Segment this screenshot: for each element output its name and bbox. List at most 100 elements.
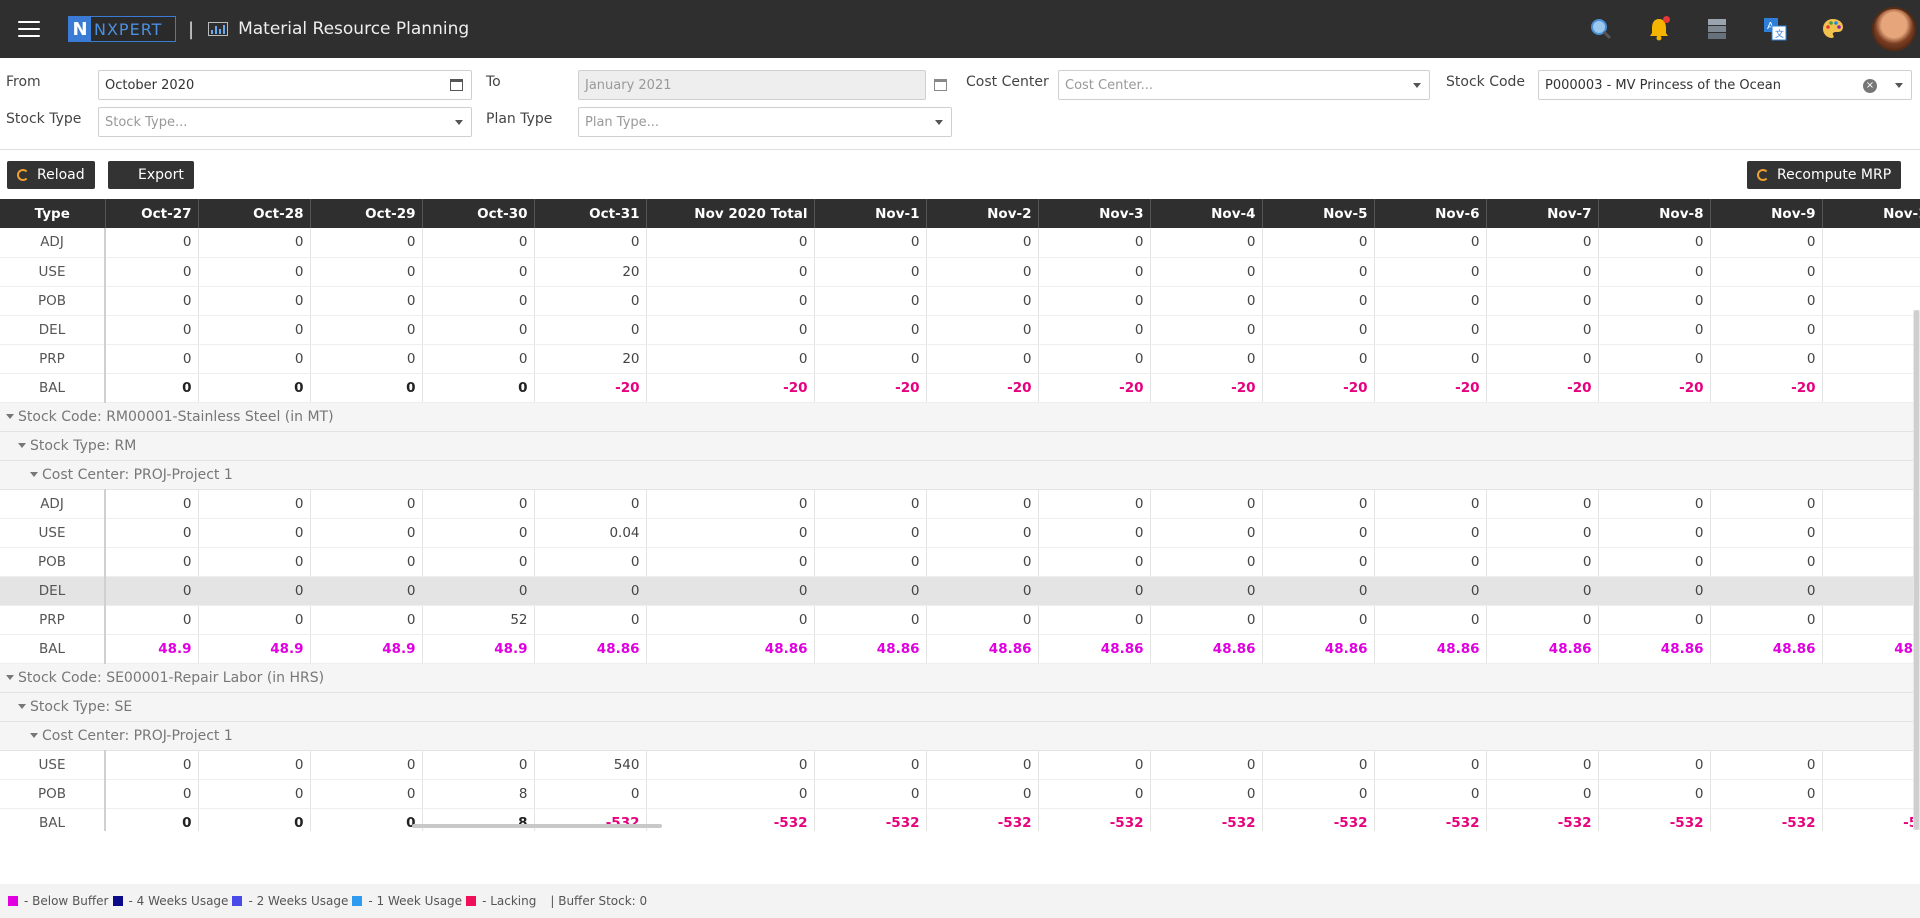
- palette-icon[interactable]: [1818, 14, 1848, 44]
- table-row[interactable]: POB 0 0 0 8 0 0 0 0 0 0 0 0 0 0 0: [0, 779, 1920, 809]
- group-cell[interactable]: Stock Type: RM: [0, 431, 1920, 461]
- chevron-down-icon[interactable]: [455, 120, 463, 125]
- table-cell: 0: [646, 228, 815, 258]
- table-cell: 0: [1262, 257, 1375, 287]
- table-cell: 0: [1710, 286, 1823, 316]
- column-header[interactable]: Nov-9: [1710, 199, 1823, 228]
- column-header[interactable]: Oct-30: [422, 199, 535, 228]
- group-cell[interactable]: Stock Type: SE: [0, 692, 1920, 722]
- table-row[interactable]: BAL 0 0 0 8 -532 -532 -532 -532 -532 -532 -532 -532-…: [0, 808, 1920, 831]
- reload-button[interactable]: Reload: [7, 161, 95, 189]
- table-cell: 0: [105, 373, 199, 403]
- column-header[interactable]: Oct-31: [534, 199, 647, 228]
- group-row[interactable]: Stock Type: SE: [0, 692, 1920, 722]
- table-cell: 0: [814, 605, 927, 635]
- table-row[interactable]: USE 0 0 0 0 0.04 0 0 0 0 0 0 0 0 0 0: [0, 518, 1920, 548]
- group-row[interactable]: Stock Code: SE00001-Repair Labor (in HRS…: [0, 663, 1920, 693]
- group-row[interactable]: Cost Center: PROJ-Project 1: [0, 721, 1920, 751]
- group-cell[interactable]: Cost Center: PROJ-Project 1: [0, 721, 1920, 751]
- table-cell: 0: [814, 228, 927, 258]
- table-row[interactable]: POB 0 0 0 0 0 0 0 0 0 0 0 0 0 0 0: [0, 286, 1920, 316]
- group-cell[interactable]: Cost Center: PROJ-Project 1: [0, 460, 1920, 490]
- calendar-icon[interactable]: [934, 79, 947, 91]
- stock-code-select[interactable]: P000003 - MV Princess of the Ocean ×: [1538, 70, 1912, 100]
- column-header[interactable]: Type: [0, 199, 106, 228]
- table-cell: 0: [814, 286, 927, 316]
- bell-icon[interactable]: [1644, 14, 1674, 44]
- column-header[interactable]: Nov 2020 Total: [646, 199, 815, 228]
- column-header[interactable]: Nov-5: [1262, 199, 1375, 228]
- table-row[interactable]: USE 0 0 0 0 540 0 0 0 0 0 0 0 0 0 0: [0, 750, 1920, 780]
- collapse-caret-icon[interactable]: [30, 472, 38, 477]
- table-row[interactable]: DEL 0 0 0 0 0 0 0 0 0 0 0 0 0 0 0: [0, 576, 1920, 606]
- table-row[interactable]: USE 0 0 0 0 20 0 0 0 0 0 0 0 0 0 0: [0, 257, 1920, 287]
- chevron-down-icon[interactable]: [935, 120, 943, 125]
- from-label: From: [6, 74, 41, 90]
- table-cell: 0: [1710, 489, 1823, 519]
- scrollbar-thumb[interactable]: [1914, 310, 1919, 830]
- collapse-caret-icon[interactable]: [30, 733, 38, 738]
- type-cell: POB: [0, 286, 106, 316]
- table-row[interactable]: ADJ 0 0 0 0 0 0 0 0 0 0 0 0 0 0 0: [0, 228, 1920, 258]
- column-header[interactable]: Nov-4: [1150, 199, 1263, 228]
- table-cell: 0: [1374, 605, 1487, 635]
- table-row[interactable]: PRP 0 0 0 52 0 0 0 0 0 0 0 0 0 0 0: [0, 605, 1920, 635]
- horizontal-scrollbar[interactable]: [412, 824, 662, 828]
- chevron-down-icon[interactable]: [1895, 83, 1903, 88]
- table-cell: 0: [1486, 489, 1599, 519]
- cost-center-select[interactable]: Cost Center...: [1058, 70, 1430, 100]
- table-cell: 0: [1374, 315, 1487, 345]
- from-date-input[interactable]: October 2020: [98, 70, 472, 100]
- type-cell: DEL: [0, 576, 106, 606]
- export-button[interactable]: Export: [108, 161, 194, 189]
- collapse-caret-icon[interactable]: [6, 675, 14, 680]
- stock-type-select[interactable]: Stock Type...: [98, 107, 472, 137]
- legend-label: - 1 Week Usage: [368, 894, 463, 908]
- avatar[interactable]: [1872, 7, 1916, 51]
- group-row[interactable]: Cost Center: PROJ-Project 1: [0, 460, 1920, 490]
- clear-icon[interactable]: ×: [1863, 79, 1877, 93]
- collapse-caret-icon[interactable]: [18, 704, 26, 709]
- plan-type-select[interactable]: Plan Type...: [578, 107, 952, 137]
- calendar-icon[interactable]: [450, 79, 463, 91]
- menu-icon[interactable]: [18, 21, 40, 37]
- table-row[interactable]: ADJ 0 0 0 0 0 0 0 0 0 0 0 0 0 0 0: [0, 489, 1920, 519]
- table-cell: 0: [1598, 547, 1711, 577]
- table-row[interactable]: DEL 0 0 0 0 0 0 0 0 0 0 0 0 0 0 0: [0, 315, 1920, 345]
- table-cell: 0: [1598, 576, 1711, 606]
- column-header[interactable]: Nov-6: [1374, 199, 1487, 228]
- to-date-value: January 2021: [585, 77, 672, 93]
- table-row[interactable]: BAL 48.9 48.9 48.9 48.9 48.86 48.86 48.86 48.86 4…: [0, 634, 1920, 664]
- collapse-caret-icon[interactable]: [6, 414, 14, 419]
- table-row[interactable]: PRP 0 0 0 0 20 0 0 0 0 0 0 0 0 0 0: [0, 344, 1920, 374]
- column-header[interactable]: Oct-27: [105, 199, 199, 228]
- column-header[interactable]: Nov-2: [926, 199, 1039, 228]
- table-cell: 0: [926, 257, 1039, 287]
- column-header[interactable]: Nov-3: [1038, 199, 1151, 228]
- table-row[interactable]: POB 0 0 0 0 0 0 0 0 0 0 0 0 0 0 0: [0, 547, 1920, 577]
- table-cell: 0: [1150, 257, 1263, 287]
- vertical-scrollbar[interactable]: [1913, 310, 1920, 830]
- search-icon[interactable]: [1586, 14, 1616, 44]
- chevron-down-icon[interactable]: [1413, 83, 1421, 88]
- recompute-mrp-button[interactable]: Recompute MRP: [1747, 161, 1902, 189]
- column-header[interactable]: Nov-1: [814, 199, 927, 228]
- app-logo[interactable]: N NXPERT: [68, 16, 176, 42]
- table-row[interactable]: BAL 0 0 0 0 -20 -20 -20 -20 -20 -20 -20 -20 -20 -20 -20…: [0, 373, 1920, 403]
- column-header[interactable]: Oct-29: [310, 199, 423, 228]
- table-cell: 0: [422, 315, 535, 345]
- group-cell[interactable]: Stock Code: RM00001-Stainless Steel (in …: [0, 402, 1920, 432]
- table-cell: 0: [198, 489, 311, 519]
- column-header[interactable]: Nov-7: [1486, 199, 1599, 228]
- group-row[interactable]: Stock Type: RM: [0, 431, 1920, 461]
- group-row[interactable]: Stock Code: RM00001-Stainless Steel (in …: [0, 402, 1920, 432]
- column-header[interactable]: Nov-8: [1598, 199, 1711, 228]
- database-icon[interactable]: [1702, 14, 1732, 44]
- collapse-caret-icon[interactable]: [18, 443, 26, 448]
- table-cell: 0: [534, 779, 647, 809]
- column-header[interactable]: Nov-1: [1822, 199, 1920, 228]
- group-cell[interactable]: Stock Code: SE00001-Repair Labor (in HRS…: [0, 663, 1920, 693]
- column-header[interactable]: Oct-28: [198, 199, 311, 228]
- table-cell: 0: [1486, 547, 1599, 577]
